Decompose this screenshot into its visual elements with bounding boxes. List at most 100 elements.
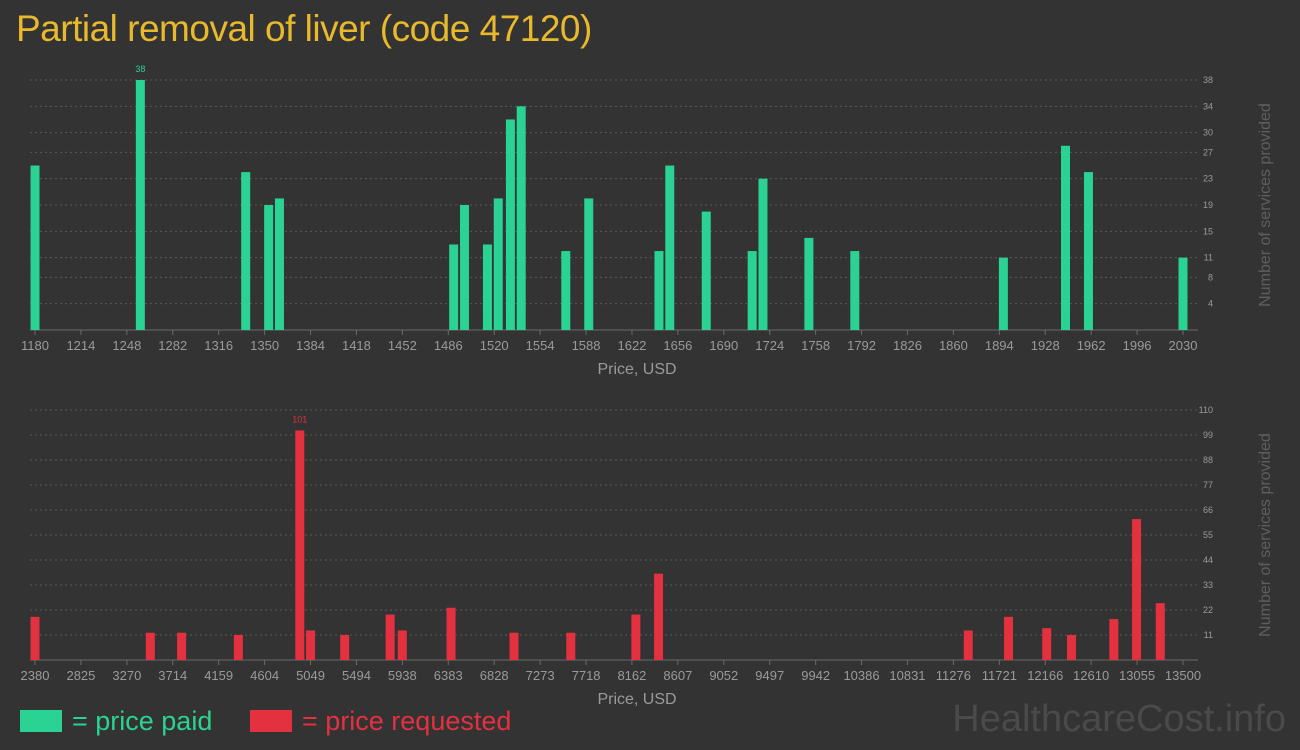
x-tick-label: 1622 bbox=[617, 338, 646, 353]
y-tick-label: 30 bbox=[1203, 128, 1213, 138]
brand-watermark: HealthcareCost.info bbox=[952, 698, 1286, 740]
x-tick-label: 1452 bbox=[388, 338, 417, 353]
bar bbox=[397, 630, 407, 660]
bar bbox=[631, 614, 641, 660]
bar bbox=[30, 165, 40, 330]
x-tick-label: 1316 bbox=[204, 338, 233, 353]
x-tick-label: 1384 bbox=[296, 338, 325, 353]
y-tick-label: 15 bbox=[1203, 226, 1213, 236]
bar bbox=[1109, 619, 1119, 660]
y-tick-label: 23 bbox=[1203, 174, 1213, 184]
bar bbox=[482, 244, 492, 330]
x-tick-label: 4159 bbox=[204, 668, 233, 683]
bar bbox=[1132, 519, 1142, 660]
x-tick-label: 1894 bbox=[985, 338, 1014, 353]
x-tick-label: 1350 bbox=[250, 338, 279, 353]
legend-swatch-requested bbox=[250, 710, 292, 732]
bar bbox=[1178, 257, 1188, 330]
y-tick-label: 11 bbox=[1204, 630, 1213, 640]
x-tick-label: 11276 bbox=[936, 668, 971, 683]
x-tick-label: 9497 bbox=[755, 668, 784, 683]
x-tick-label: 1724 bbox=[755, 338, 784, 353]
x-tick-label: 12166 bbox=[1027, 668, 1063, 683]
x-axis-title: Price, USD bbox=[597, 691, 676, 708]
bar bbox=[561, 251, 571, 330]
bar bbox=[509, 632, 519, 660]
y-tick-label: 88 bbox=[1203, 455, 1213, 465]
x-tick-label: 6383 bbox=[434, 668, 463, 683]
x-tick-label: 9052 bbox=[709, 668, 738, 683]
y-tick-label: 34 bbox=[1203, 101, 1213, 111]
x-tick-label: 1690 bbox=[709, 338, 738, 353]
x-tick-label: 11721 bbox=[982, 668, 1017, 683]
legend-label-paid: = price paid bbox=[72, 705, 213, 736]
x-tick-label: 1792 bbox=[847, 338, 876, 353]
x-tick-label: 3714 bbox=[158, 668, 187, 683]
x-tick-label: 1520 bbox=[480, 338, 509, 353]
bar bbox=[1083, 172, 1093, 330]
x-tick-label: 8162 bbox=[617, 668, 646, 683]
bar bbox=[1155, 603, 1165, 660]
bar bbox=[1042, 628, 1052, 660]
y-tick-label: 99 bbox=[1203, 430, 1213, 440]
x-tick-label: 1418 bbox=[342, 338, 371, 353]
bar bbox=[459, 205, 469, 330]
x-tick-label: 10386 bbox=[843, 668, 879, 683]
x-tick-label: 1826 bbox=[893, 338, 922, 353]
bar bbox=[850, 251, 860, 330]
x-tick-label: 8607 bbox=[663, 668, 692, 683]
bar-data-label: 101 bbox=[292, 414, 307, 424]
x-tick-label: 1928 bbox=[1031, 338, 1060, 353]
x-tick-label: 2380 bbox=[21, 668, 50, 683]
x-tick-label: 4604 bbox=[250, 668, 279, 683]
x-tick-label: 13500 bbox=[1165, 668, 1201, 683]
bar-data-label: 38 bbox=[135, 64, 145, 74]
page-title: Partial removal of liver (code 47120) bbox=[16, 8, 592, 49]
y-tick-label: 77 bbox=[1203, 480, 1213, 490]
x-tick-label: 1248 bbox=[112, 338, 141, 353]
x-tick-label: 2825 bbox=[66, 668, 95, 683]
legend-price-paid: = price paid bbox=[20, 704, 212, 738]
x-tick-label: 5494 bbox=[342, 668, 371, 683]
y-tick-label: 33 bbox=[1203, 580, 1213, 590]
x-tick-label: 9942 bbox=[801, 668, 830, 683]
bar bbox=[449, 244, 459, 330]
x-tick-label: 1656 bbox=[663, 338, 692, 353]
x-tick-label: 2030 bbox=[1169, 338, 1198, 353]
bar bbox=[701, 211, 711, 330]
x-tick-label: 1758 bbox=[801, 338, 830, 353]
y-tick-label: 4 bbox=[1208, 299, 1213, 309]
y-tick-label: 22 bbox=[1203, 605, 1213, 615]
x-tick-label: 12610 bbox=[1073, 668, 1109, 683]
bar bbox=[505, 119, 515, 330]
y-tick-label: 11 bbox=[1204, 253, 1213, 263]
bar bbox=[233, 635, 243, 660]
bar bbox=[264, 205, 274, 330]
x-tick-label: 1486 bbox=[434, 338, 463, 353]
bar bbox=[306, 630, 316, 660]
y-tick-label: 27 bbox=[1203, 147, 1213, 157]
x-axis-title: Price, USD bbox=[597, 361, 676, 378]
y-tick-label: 38 bbox=[1203, 75, 1213, 85]
y-tick-label: 55 bbox=[1203, 530, 1213, 540]
bar bbox=[665, 165, 675, 330]
x-tick-label: 1860 bbox=[939, 338, 968, 353]
x-tick-label: 10831 bbox=[889, 668, 925, 683]
y-tick-label: 8 bbox=[1208, 272, 1213, 282]
bar bbox=[804, 237, 814, 330]
y-tick-label: 44 bbox=[1203, 555, 1213, 565]
bar bbox=[516, 106, 526, 330]
bar bbox=[135, 80, 145, 330]
bar bbox=[998, 257, 1008, 330]
bar bbox=[584, 198, 594, 330]
legend-swatch-paid bbox=[20, 710, 62, 732]
y-axis-title: Number of services provided bbox=[1257, 433, 1274, 637]
x-tick-label: 1554 bbox=[526, 338, 555, 353]
x-tick-label: 3270 bbox=[112, 668, 141, 683]
x-tick-label: 1962 bbox=[1077, 338, 1106, 353]
y-tick-label: 66 bbox=[1203, 505, 1213, 515]
bar bbox=[385, 614, 395, 660]
bar bbox=[30, 616, 40, 660]
x-tick-label: 1180 bbox=[21, 338, 49, 353]
bar bbox=[493, 198, 503, 330]
